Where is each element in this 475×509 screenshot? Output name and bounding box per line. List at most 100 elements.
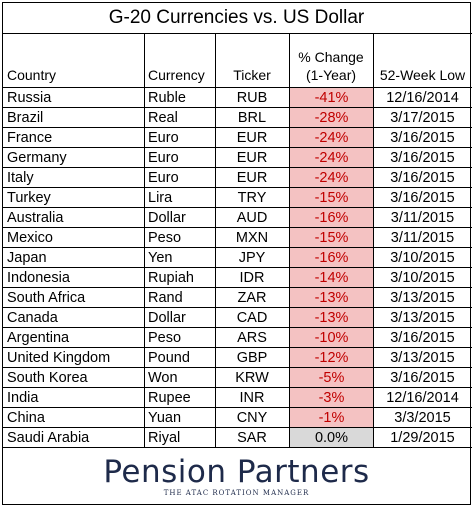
row-ticker: INR [239, 390, 265, 406]
row-divider [3, 447, 472, 448]
row-52-week-low: 3/13/2015 [390, 290, 455, 306]
row-change-cell: -12% [290, 348, 373, 367]
row-52-week-low: 3/16/2015 [390, 150, 455, 166]
row-change-cell: -24% [290, 128, 373, 147]
row-52-week-low: 3/16/2015 [390, 370, 455, 386]
row-divider [3, 147, 472, 148]
row-currency: Rand [148, 290, 183, 306]
row-ticker: ARS [237, 330, 267, 346]
row-change-cell: -13% [290, 288, 373, 307]
row-country: Brazil [7, 110, 44, 126]
row-52-week-low: 3/3/2015 [394, 410, 451, 426]
row-change-cell: -10% [290, 328, 373, 347]
row-change-cell: -15% [290, 228, 373, 247]
row-ticker: EUR [236, 130, 268, 146]
table-frame: G-20 Currencies vs. US Dollar Country Cur… [2, 2, 472, 505]
row-52-week-low: 12/16/2014 [386, 390, 459, 406]
row-divider [3, 207, 472, 208]
row-currency: Euro [148, 150, 179, 166]
row-divider [3, 227, 472, 228]
row-country: Germany [7, 150, 67, 166]
row-ticker: JPY [238, 250, 266, 266]
row-country: Italy [7, 170, 34, 186]
row-change-cell: -24% [290, 168, 373, 187]
row-ticker: ZAR [237, 290, 267, 306]
row-52-week-low: 3/17/2015 [390, 110, 455, 126]
row-change-cell: -16% [290, 208, 373, 227]
row-divider [3, 347, 472, 348]
row-52-week-low: 3/11/2015 [390, 230, 455, 246]
row-52-week-low: 3/16/2015 [390, 170, 455, 186]
row-currency: Riyal [148, 430, 181, 446]
header-ticker: Ticker [233, 67, 271, 83]
row-divider [3, 427, 472, 428]
row-currency: Won [148, 370, 178, 386]
row-divider [3, 127, 472, 128]
row-ticker: KRW [235, 370, 269, 386]
row-change-cell: -15% [290, 188, 373, 207]
header-52-week-low: 52-Week Low [379, 67, 466, 83]
row-ticker: GBP [236, 350, 268, 366]
row-ticker: EUR [236, 170, 268, 186]
row-52-week-low: 12/16/2014 [386, 90, 459, 106]
row-52-week-low: 3/16/2015 [390, 330, 455, 346]
column-divider [289, 33, 290, 447]
row-change-cell: -3% [290, 388, 373, 407]
row-ticker: RUB [236, 90, 268, 106]
row-country: Russia [7, 90, 52, 106]
row-currency: Dollar [148, 310, 186, 326]
row-ticker: TRY [237, 190, 267, 206]
column-divider [373, 33, 374, 447]
row-change-cell: -5% [290, 368, 373, 387]
row-divider [3, 287, 472, 288]
row-currency: Yuan [148, 410, 182, 426]
row-country: China [7, 410, 45, 426]
row-ticker: IDR [239, 270, 265, 286]
row-country: Indonesia [7, 270, 70, 286]
header-divider [3, 87, 472, 88]
row-country: Japan [7, 250, 47, 266]
row-52-week-low: 3/13/2015 [390, 350, 455, 366]
header-country: Country [7, 67, 57, 83]
row-currency: Peso [148, 230, 182, 246]
row-ticker: AUD [236, 210, 268, 226]
row-52-week-low: 3/10/2015 [390, 270, 455, 286]
header-currency: Currency [148, 67, 205, 83]
row-change-cell: -14% [290, 268, 373, 287]
row-currency: Dollar [148, 210, 186, 226]
row-country: United Kingdom [7, 350, 111, 366]
title-divider [3, 33, 472, 34]
row-change-cell: -41% [290, 88, 373, 107]
row-ticker: SAR [237, 430, 267, 446]
row-divider [3, 327, 472, 328]
header-change-line2: (1-Year) [305, 67, 357, 83]
row-currency: Pound [148, 350, 190, 366]
row-country: South Africa [7, 290, 86, 306]
row-ticker: MXN [235, 230, 269, 246]
row-country: France [7, 130, 53, 146]
row-ticker: CAD [236, 310, 268, 326]
row-change-cell: -1% [290, 408, 373, 427]
row-divider [3, 187, 472, 188]
table-title: G-20 Currencies vs. US Dollar [108, 7, 365, 28]
row-currency: Euro [148, 130, 179, 146]
row-change-cell: -16% [290, 248, 373, 267]
row-country: Argentina [7, 330, 70, 346]
row-country: Turkey [7, 190, 51, 206]
row-currency: Lira [148, 190, 173, 206]
row-currency: Euro [148, 170, 179, 186]
row-divider [3, 407, 472, 408]
row-country: Australia [7, 210, 64, 226]
row-currency: Peso [148, 330, 182, 346]
row-currency: Real [148, 110, 178, 126]
row-change-cell: -28% [290, 108, 373, 127]
row-country: Mexico [7, 230, 53, 246]
logo-name: Pension Partners [103, 454, 370, 490]
row-52-week-low: 1/29/2015 [390, 430, 455, 446]
row-ticker: EUR [236, 150, 268, 166]
row-divider [3, 367, 472, 368]
row-divider [3, 267, 472, 268]
row-divider [3, 387, 472, 388]
row-divider [3, 307, 472, 308]
row-country: South Korea [7, 370, 88, 386]
